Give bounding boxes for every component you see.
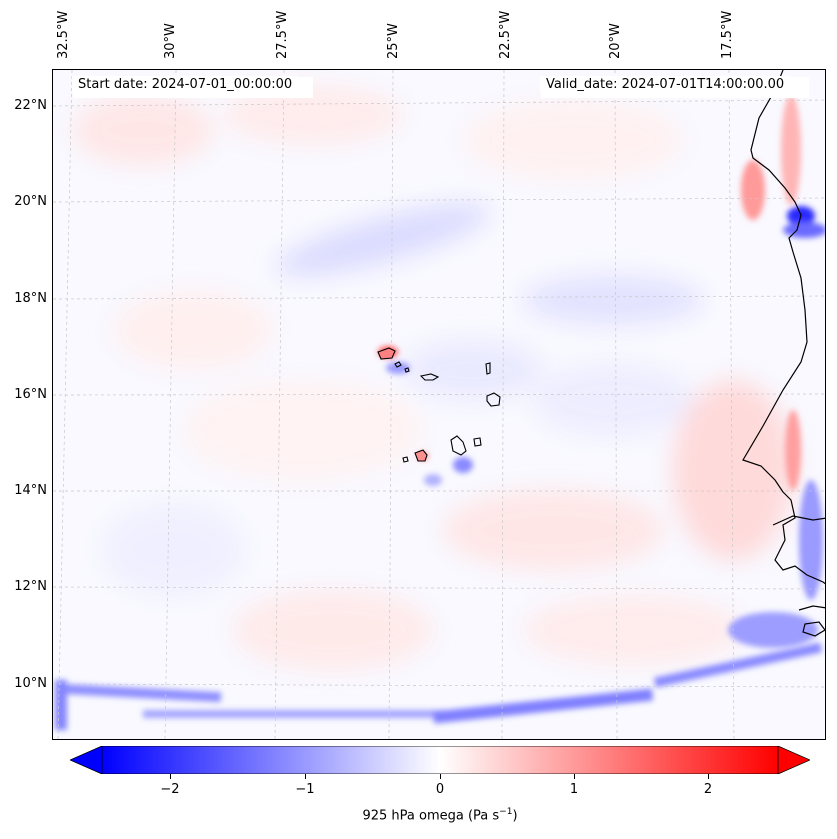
lon-label-17-5w: 17.5°W xyxy=(720,10,735,59)
colorbar-gradient xyxy=(101,745,779,775)
cb-tickmark xyxy=(574,774,575,779)
lon-label-20w: 20°W xyxy=(608,23,623,59)
graticule xyxy=(53,70,825,739)
lat-label-16n: 16°N xyxy=(14,387,47,402)
colorbar-label: 925 hPa omega (Pa s−1) xyxy=(362,807,518,824)
lon-label-27-5w: 27.5°W xyxy=(275,10,290,59)
lat-label-18n: 18°N xyxy=(14,291,47,306)
cape-verde-islands xyxy=(377,347,501,463)
lat-label-10n: 10°N xyxy=(14,676,47,691)
colorbar-tick-label: 1 xyxy=(569,782,579,797)
field-anomalies xyxy=(73,85,793,670)
cb-tickmark xyxy=(708,774,709,779)
lon-label-22-5w: 22.5°W xyxy=(498,10,513,59)
colorbar-tick-label: 0 xyxy=(435,782,445,797)
colorbar-svg xyxy=(69,745,811,775)
colorbar-tick-label: −2 xyxy=(160,782,180,797)
omega-field-map xyxy=(53,70,825,739)
lon-label-32-5w: 32.5°W xyxy=(56,10,71,59)
lon-label-25w: 25°W xyxy=(386,23,401,59)
lat-label-12n: 12°N xyxy=(14,579,47,594)
valid-date-label: Valid_date: 2024-07-01T14:00:00.00 xyxy=(540,76,791,93)
lat-label-22n: 22°N xyxy=(14,98,47,113)
colorbar-tick-label: 2 xyxy=(703,782,713,797)
cb-tickmark xyxy=(440,774,441,779)
colorbar-extend-high xyxy=(777,745,811,775)
lat-label-14n: 14°N xyxy=(14,483,47,498)
cb-tickmark xyxy=(170,774,171,779)
field-features xyxy=(378,95,825,648)
lon-label-30w: 30°W xyxy=(163,23,178,59)
lat-label-20n: 20°N xyxy=(14,194,47,209)
start-date-label: Start date: 2024-07-01_00:00:00 xyxy=(72,76,299,93)
colorbar-extend-low xyxy=(69,745,103,775)
african-coastline xyxy=(742,70,825,637)
colorbar xyxy=(69,745,811,775)
cb-tickmark xyxy=(305,774,306,779)
colorbar-tick-label: −1 xyxy=(295,782,315,797)
southern-blue-band xyxy=(55,642,823,730)
map-panel[interactable] xyxy=(52,69,826,740)
